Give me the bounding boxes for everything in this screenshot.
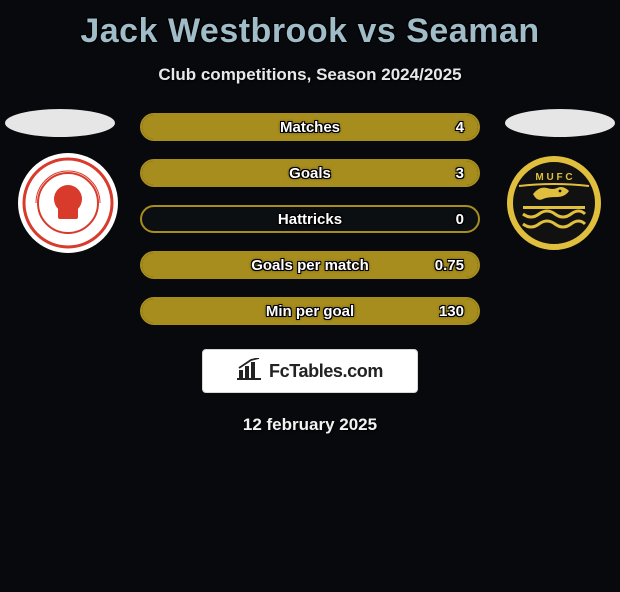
stat-value-right: 3	[456, 165, 464, 182]
right-player-platform	[505, 109, 615, 137]
stat-value-right: 130	[439, 303, 464, 320]
bars-chart-icon	[237, 358, 263, 385]
stat-rows: Matches 4 Goals 3 Hattricks 0 Goals per match 0…	[140, 113, 480, 325]
subtitle: Club competitions, Season 2024/2025	[0, 65, 620, 85]
left-player-platform	[5, 109, 115, 137]
stat-label: Goals per match	[251, 257, 369, 274]
stat-label: Hattricks	[278, 211, 342, 228]
stat-label: Matches	[280, 119, 340, 136]
maidstone-united-crest-icon: M U F C	[507, 156, 601, 250]
stat-row: Goals 3	[140, 159, 480, 187]
date-label: 12 february 2025	[0, 415, 620, 435]
stat-row: Goals per match 0.75	[140, 251, 480, 279]
comparison-arena: M U F C Matches 4 Goals 3 Hattricks 0 Goals pe…	[0, 113, 620, 325]
left-club-badge	[18, 153, 118, 253]
svg-text:M U F C: M U F C	[535, 172, 572, 183]
page-title: Jack Westbrook vs Seaman	[0, 12, 620, 51]
stat-value-right: 4	[456, 119, 464, 136]
stat-row: Hattricks 0	[140, 205, 480, 233]
branding-badge: FcTables.com	[202, 349, 418, 393]
stat-label: Min per goal	[266, 303, 354, 320]
stat-value-right: 0	[456, 211, 464, 228]
stat-label: Goals	[289, 165, 331, 182]
branding-text: FcTables.com	[269, 361, 383, 382]
right-club-badge: M U F C	[504, 153, 604, 253]
hemel-hempstead-crest-icon	[18, 153, 118, 253]
stat-value-right: 0.75	[435, 257, 464, 274]
stat-row: Min per goal 130	[140, 297, 480, 325]
stat-row: Matches 4	[140, 113, 480, 141]
